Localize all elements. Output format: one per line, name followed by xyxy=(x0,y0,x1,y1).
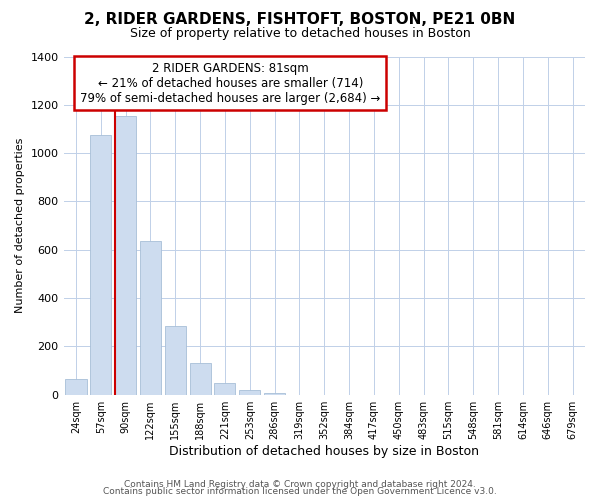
Bar xyxy=(190,364,211,394)
Bar xyxy=(165,326,186,394)
Bar xyxy=(239,390,260,394)
Bar xyxy=(264,393,285,394)
Text: 2 RIDER GARDENS: 81sqm
← 21% of detached houses are smaller (714)
79% of semi-de: 2 RIDER GARDENS: 81sqm ← 21% of detached… xyxy=(80,62,380,104)
Text: 2, RIDER GARDENS, FISHTOFT, BOSTON, PE21 0BN: 2, RIDER GARDENS, FISHTOFT, BOSTON, PE21… xyxy=(85,12,515,28)
Bar xyxy=(115,116,136,394)
Bar xyxy=(90,135,112,394)
Bar xyxy=(140,242,161,394)
Bar xyxy=(214,383,235,394)
Text: Size of property relative to detached houses in Boston: Size of property relative to detached ho… xyxy=(130,28,470,40)
Bar xyxy=(65,379,86,394)
Y-axis label: Number of detached properties: Number of detached properties xyxy=(15,138,25,314)
Text: Contains public sector information licensed under the Open Government Licence v3: Contains public sector information licen… xyxy=(103,487,497,496)
X-axis label: Distribution of detached houses by size in Boston: Distribution of detached houses by size … xyxy=(169,444,479,458)
Text: Contains HM Land Registry data © Crown copyright and database right 2024.: Contains HM Land Registry data © Crown c… xyxy=(124,480,476,489)
